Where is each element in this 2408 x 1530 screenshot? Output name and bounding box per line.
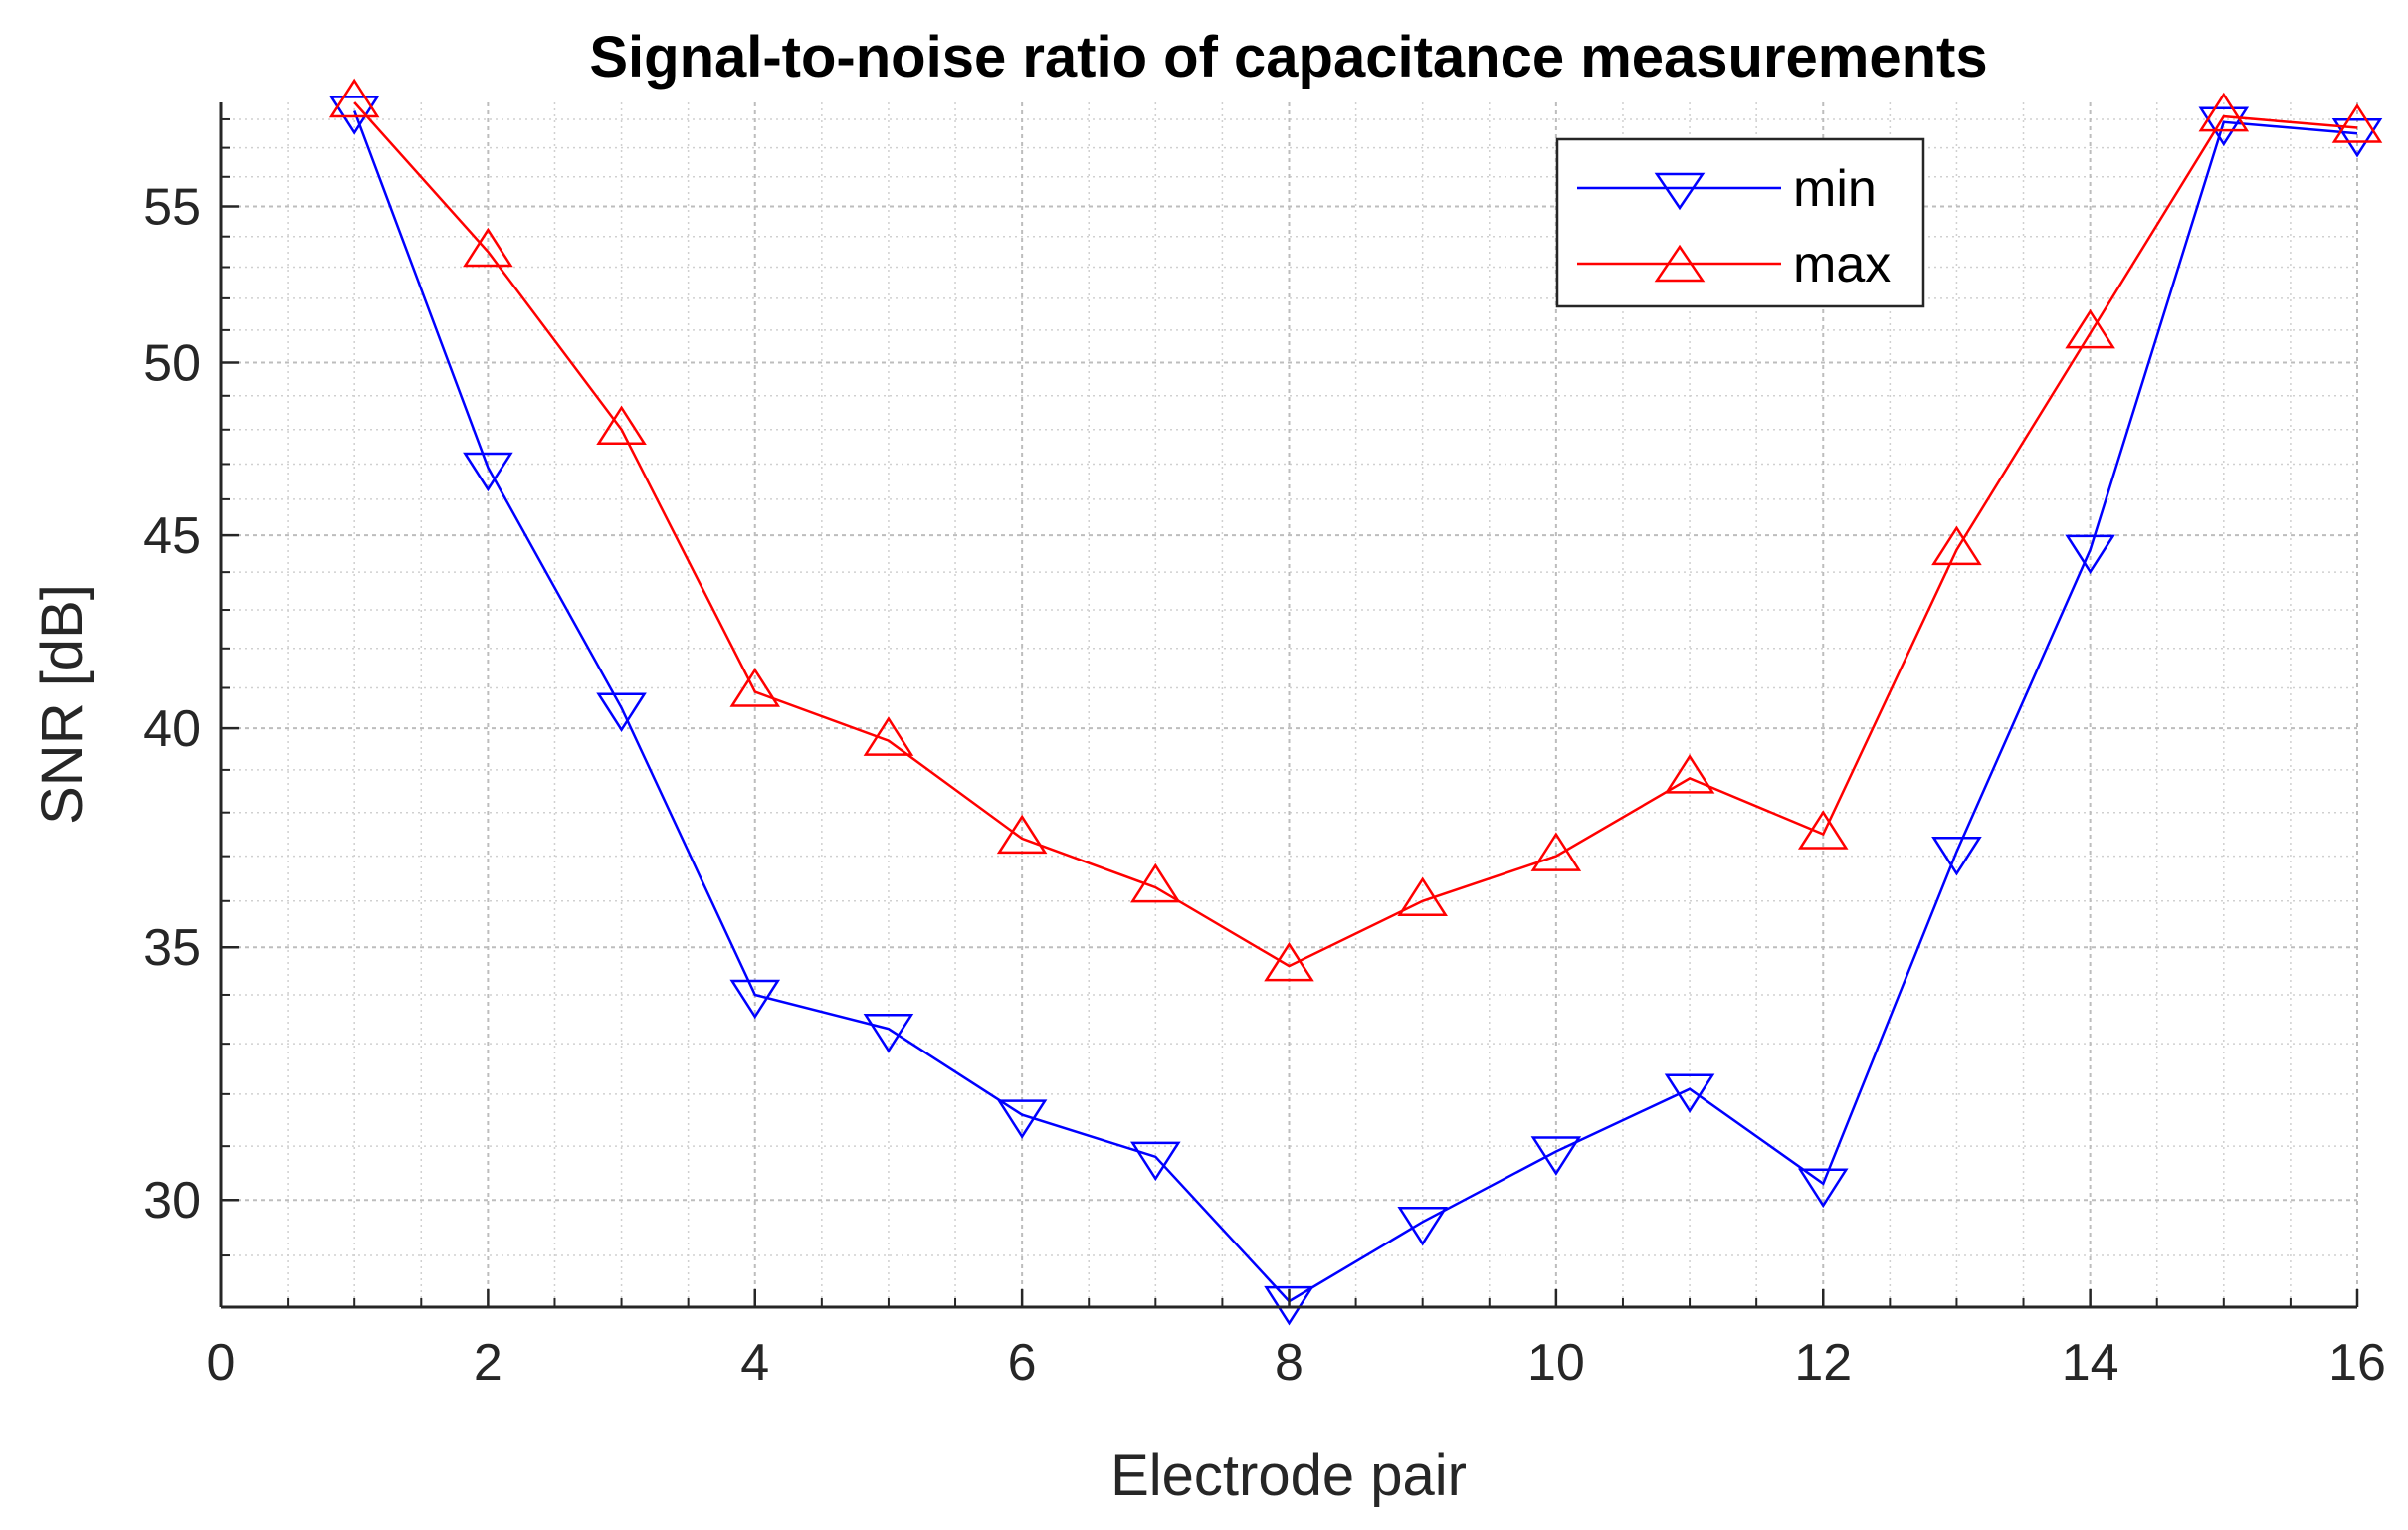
legend-max-marker-icon (1654, 244, 1706, 283)
x-tick-label: 14 (2062, 1334, 2119, 1392)
data-point-min (1931, 836, 1982, 876)
data-point-max (1664, 754, 1715, 794)
data-point-max (729, 668, 781, 707)
x-axis-label: Electrode pair (1110, 1443, 1467, 1508)
data-point-max (1931, 525, 1982, 566)
data-point-max (863, 716, 914, 756)
x-tick-label: 4 (740, 1334, 769, 1392)
legend-max-label: max (1793, 236, 1891, 293)
legend-min-label: min (1793, 160, 1877, 218)
data-point-min (1797, 1168, 1849, 1209)
data-point-min (1664, 1073, 1715, 1114)
data-point-min (1130, 1141, 1181, 1182)
data-point-min (1264, 1285, 1314, 1326)
data-point-max (1130, 862, 1181, 903)
data-point-max (2198, 92, 2250, 132)
x-tick-label: 12 (1794, 1334, 1852, 1392)
series-layer (328, 78, 2383, 1326)
x-ticks: 0 2 4 6 8 10 12 14 16 (207, 1289, 2386, 1392)
data-point-max (1530, 832, 1582, 871)
data-point-max (328, 78, 380, 118)
y-tick-label: 50 (143, 335, 201, 393)
legend-box (1555, 137, 1925, 308)
x-tick-label: 2 (474, 1334, 502, 1392)
x-tick-label: 6 (1008, 1334, 1037, 1392)
data-point-min (863, 1013, 914, 1053)
data-point-max (1264, 941, 1314, 982)
legend-min-marker-icon (1654, 172, 1706, 211)
data-point-max (463, 227, 513, 268)
data-point-min (729, 979, 781, 1020)
y-axis-label: SNR [dB] (30, 584, 95, 825)
data-point-max (2065, 308, 2115, 349)
data-point-min (2065, 534, 2115, 575)
series-line-max (353, 101, 2358, 968)
y-tick-label: 35 (143, 919, 201, 977)
data-point-max (1397, 876, 1448, 917)
x-tick-label: 0 (207, 1334, 236, 1392)
legend: min max (1555, 137, 1925, 308)
y-ticks: 30 35 40 45 50 55 (143, 117, 239, 1257)
x-tick-label: 8 (1275, 1334, 1304, 1392)
data-point-min (2331, 117, 2383, 158)
data-point-min (1397, 1207, 1448, 1246)
data-point-max (996, 814, 1048, 855)
data-point-min (596, 692, 647, 733)
data-point-max (596, 405, 647, 446)
y-tick-label: 30 (143, 1172, 201, 1230)
y-tick-label: 55 (143, 178, 201, 236)
data-point-max (1797, 810, 1849, 850)
series-line-min (353, 110, 2358, 1303)
x-tick-label: 16 (2328, 1334, 2386, 1392)
data-point-min (996, 1099, 1048, 1139)
x-tick-label: 10 (1527, 1334, 1585, 1392)
minor-grid (221, 102, 2357, 1307)
y-tick-label: 40 (143, 700, 201, 758)
plot-area (221, 102, 2357, 1307)
data-point-min (2198, 106, 2250, 147)
data-point-min (1530, 1136, 1582, 1176)
y-tick-label: 45 (143, 507, 201, 565)
data-point-min (463, 452, 513, 492)
chart-title: Signal-to-noise ratio of capacitance mea… (589, 25, 1987, 90)
data-point-max (2331, 103, 2383, 143)
